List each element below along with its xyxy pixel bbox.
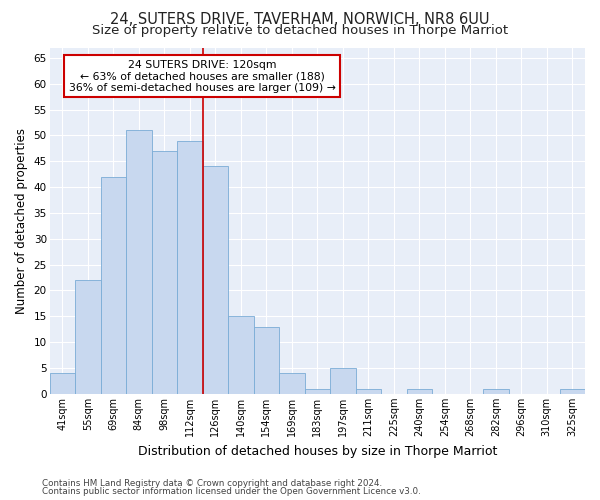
X-axis label: Distribution of detached houses by size in Thorpe Marriot: Distribution of detached houses by size … — [137, 444, 497, 458]
Bar — [50, 373, 75, 394]
Bar — [254, 326, 279, 394]
Bar — [305, 388, 330, 394]
Text: 24, SUTERS DRIVE, TAVERHAM, NORWICH, NR8 6UU: 24, SUTERS DRIVE, TAVERHAM, NORWICH, NR8… — [110, 12, 490, 28]
Bar — [330, 368, 356, 394]
Bar — [279, 373, 305, 394]
Text: Contains public sector information licensed under the Open Government Licence v3: Contains public sector information licen… — [42, 486, 421, 496]
Text: Size of property relative to detached houses in Thorpe Marriot: Size of property relative to detached ho… — [92, 24, 508, 37]
Text: 24 SUTERS DRIVE: 120sqm
← 63% of detached houses are smaller (188)
36% of semi-d: 24 SUTERS DRIVE: 120sqm ← 63% of detache… — [69, 60, 335, 93]
Bar — [228, 316, 254, 394]
Bar — [101, 176, 126, 394]
Bar — [356, 388, 381, 394]
Bar — [152, 151, 177, 394]
Y-axis label: Number of detached properties: Number of detached properties — [15, 128, 28, 314]
Bar — [483, 388, 509, 394]
Bar — [203, 166, 228, 394]
Bar — [126, 130, 152, 394]
Bar — [560, 388, 585, 394]
Text: Contains HM Land Registry data © Crown copyright and database right 2024.: Contains HM Land Registry data © Crown c… — [42, 479, 382, 488]
Bar — [177, 140, 203, 394]
Bar — [407, 388, 432, 394]
Bar — [75, 280, 101, 394]
